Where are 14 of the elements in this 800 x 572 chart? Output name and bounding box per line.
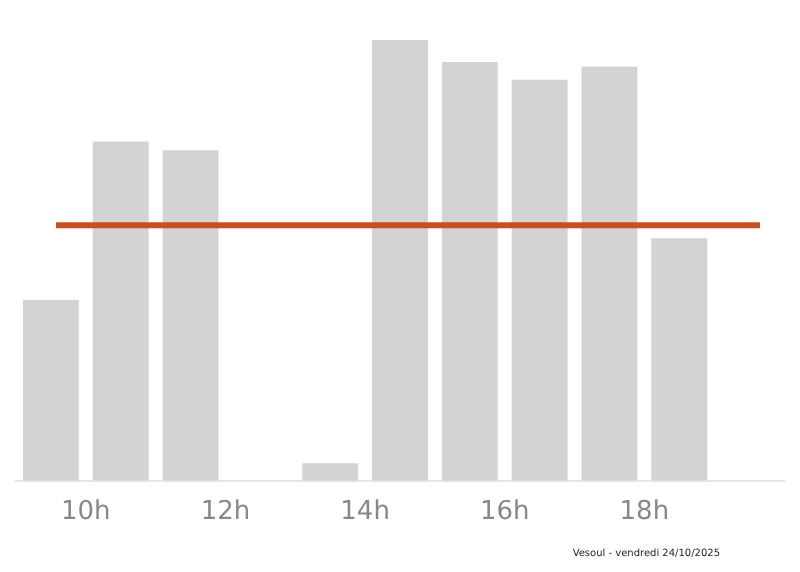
bar	[581, 66, 638, 481]
bar	[162, 150, 219, 481]
bar	[92, 141, 149, 481]
bar	[22, 300, 79, 481]
bar	[651, 238, 708, 481]
x-tick-label: 14h	[340, 497, 390, 528]
bar	[441, 62, 498, 481]
x-tick-label: 18h	[619, 497, 670, 528]
x-tick-label: 10h	[61, 497, 111, 528]
x-tick-label: 12h	[200, 497, 251, 528]
x-tick-label: 16h	[479, 497, 530, 528]
bar	[372, 40, 428, 481]
bar	[511, 79, 568, 481]
bar	[302, 463, 359, 481]
